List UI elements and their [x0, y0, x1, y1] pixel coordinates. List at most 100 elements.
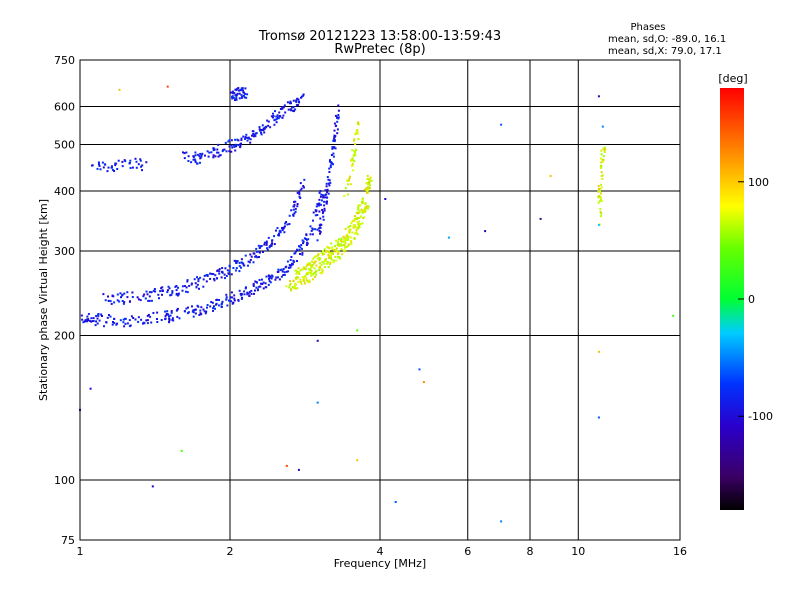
- data-point: [147, 313, 150, 316]
- colorbar-tick-label: -100: [748, 410, 773, 423]
- data-point: [295, 101, 298, 103]
- data-point: [418, 368, 421, 371]
- data-point: [252, 285, 255, 287]
- data-point: [597, 95, 600, 98]
- data-point: [326, 188, 329, 191]
- data-point: [299, 182, 302, 185]
- data-point: [319, 230, 322, 233]
- data-point: [337, 104, 340, 107]
- data-point: [185, 286, 188, 289]
- data-point: [281, 229, 284, 232]
- data-point: [257, 288, 259, 291]
- data-point: [196, 162, 199, 165]
- data-point: [149, 315, 152, 318]
- data-point: [361, 198, 364, 201]
- data-point: [292, 280, 295, 283]
- data-point: [160, 287, 163, 290]
- data-point: [210, 272, 213, 275]
- data-point: [231, 296, 233, 299]
- data-point: [338, 256, 341, 258]
- data-point: [244, 137, 246, 140]
- data-point: [199, 161, 201, 164]
- data-point: [293, 212, 296, 215]
- data-point: [327, 266, 330, 268]
- data-point: [182, 151, 184, 154]
- data-point: [240, 94, 243, 97]
- data-point: [347, 183, 349, 186]
- data-point: [260, 245, 263, 247]
- colorbar-ticks: -100 0 100: [738, 176, 773, 423]
- data-point: [246, 139, 249, 142]
- data-point: [231, 95, 234, 98]
- data-point: [351, 162, 354, 165]
- data-point: [235, 267, 238, 270]
- data-point: [336, 120, 339, 123]
- data-point: [348, 229, 351, 232]
- data-point: [318, 191, 321, 194]
- data-point: [356, 217, 359, 220]
- data-point: [333, 140, 336, 143]
- data-point: [181, 289, 184, 292]
- data-point: [202, 308, 205, 311]
- data-point: [341, 240, 344, 243]
- data-point: [314, 271, 317, 274]
- data-point: [225, 150, 228, 153]
- data-point: [244, 87, 247, 90]
- data-point: [166, 291, 169, 294]
- data-point: [330, 154, 333, 156]
- data-point: [359, 204, 362, 207]
- data-point: [171, 291, 174, 294]
- data-point: [364, 202, 367, 204]
- data-point: [84, 320, 87, 323]
- y-tick-label: 300: [54, 245, 75, 258]
- data-point: [598, 200, 601, 202]
- data-point: [337, 238, 340, 241]
- data-point: [88, 319, 91, 322]
- data-point: [209, 277, 212, 280]
- data-point: [283, 271, 286, 274]
- data-point: [102, 166, 105, 169]
- data-point: [258, 279, 261, 281]
- data-point: [218, 270, 221, 273]
- data-point: [164, 310, 167, 313]
- data-point: [200, 154, 203, 157]
- data-point: [299, 197, 302, 199]
- data-point: [250, 289, 253, 292]
- data-point: [301, 253, 304, 256]
- data-point: [342, 249, 345, 252]
- data-point: [335, 247, 338, 250]
- data-point: [307, 281, 310, 284]
- data-point: [148, 291, 151, 294]
- data-point: [332, 152, 335, 155]
- data-point: [234, 260, 237, 263]
- x-tick-label: 8: [527, 545, 534, 558]
- data-point: [142, 322, 144, 325]
- data-point: [326, 196, 329, 199]
- data-point: [102, 293, 105, 296]
- data-point: [266, 248, 269, 251]
- data-point: [330, 257, 332, 259]
- data-point: [208, 151, 211, 154]
- data-point: [145, 319, 148, 322]
- data-point: [307, 263, 310, 266]
- data-point: [601, 177, 604, 180]
- data-point: [323, 262, 326, 265]
- data-point: [236, 92, 239, 95]
- data-point: [92, 320, 95, 322]
- data-point: [236, 260, 239, 263]
- data-point: [225, 275, 228, 277]
- data-point: [314, 228, 317, 231]
- data-point: [233, 259, 236, 262]
- data-point: [294, 252, 297, 255]
- data-point: [250, 292, 253, 295]
- data-point: [244, 92, 247, 95]
- data-point: [333, 248, 336, 251]
- data-point: [366, 189, 369, 192]
- data-point: [242, 135, 245, 138]
- data-point: [221, 300, 224, 303]
- data-point: [353, 138, 356, 141]
- data-point: [114, 162, 117, 165]
- data-point: [212, 309, 214, 312]
- data-point: [234, 94, 237, 97]
- data-point: [337, 243, 340, 246]
